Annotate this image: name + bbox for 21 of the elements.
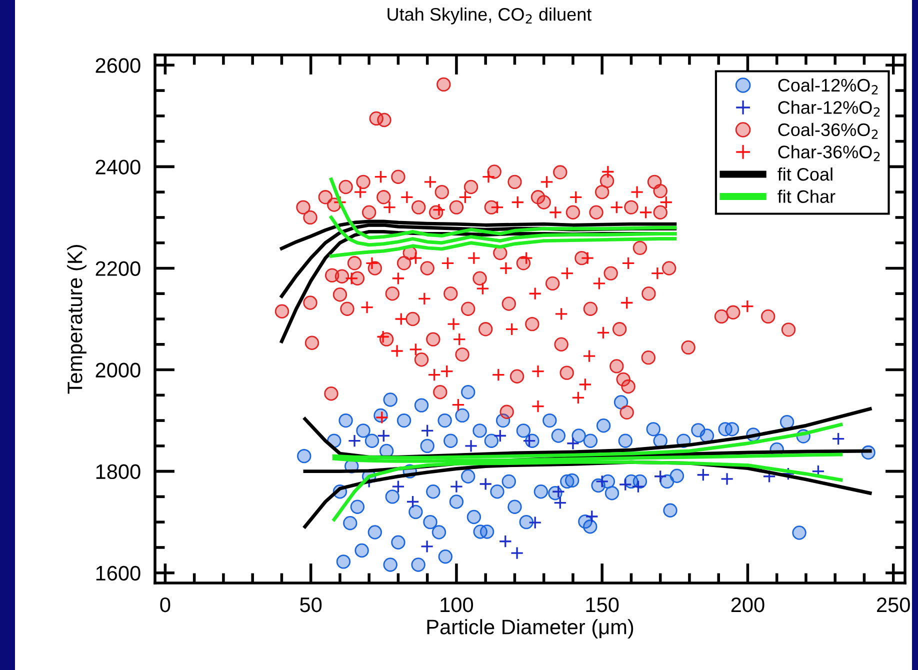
x-tick-label: 250 [877,597,910,612]
y-tick-label: 2000 [96,362,140,378]
x-axis-title: Particle Diameter (μm) [427,619,634,638]
y-tick-label: 2600 [96,58,140,73]
legend-label: Char-12%O$_{2}$ [778,100,880,117]
x-tick-label: 150 [586,597,619,612]
legend-label: Coal-36%O$_{2}$ [778,122,878,139]
x-tick-label: 0 [160,597,170,612]
chart-title: Utah Skyline, CO$_{2}$ diluent [388,8,592,24]
x-tick-label: 50 [300,597,322,612]
legend-label: fit Char [778,190,836,203]
y-tick-label: 1800 [96,464,140,480]
x-tick-label: 200 [731,597,764,612]
y-tick-label: 2200 [96,261,140,276]
legend-label: Coal-12%O$_{2}$ [778,78,878,94]
x-tick-label: 100 [440,597,474,612]
y-axis-title: Temperature (K) [67,245,86,394]
legend-label: Char-36%O$_{2}$ [778,145,880,162]
y-tick-label: 2400 [96,160,140,174]
y-tick-label: 1600 [96,566,140,581]
legend-label: fit Coal [778,167,832,181]
